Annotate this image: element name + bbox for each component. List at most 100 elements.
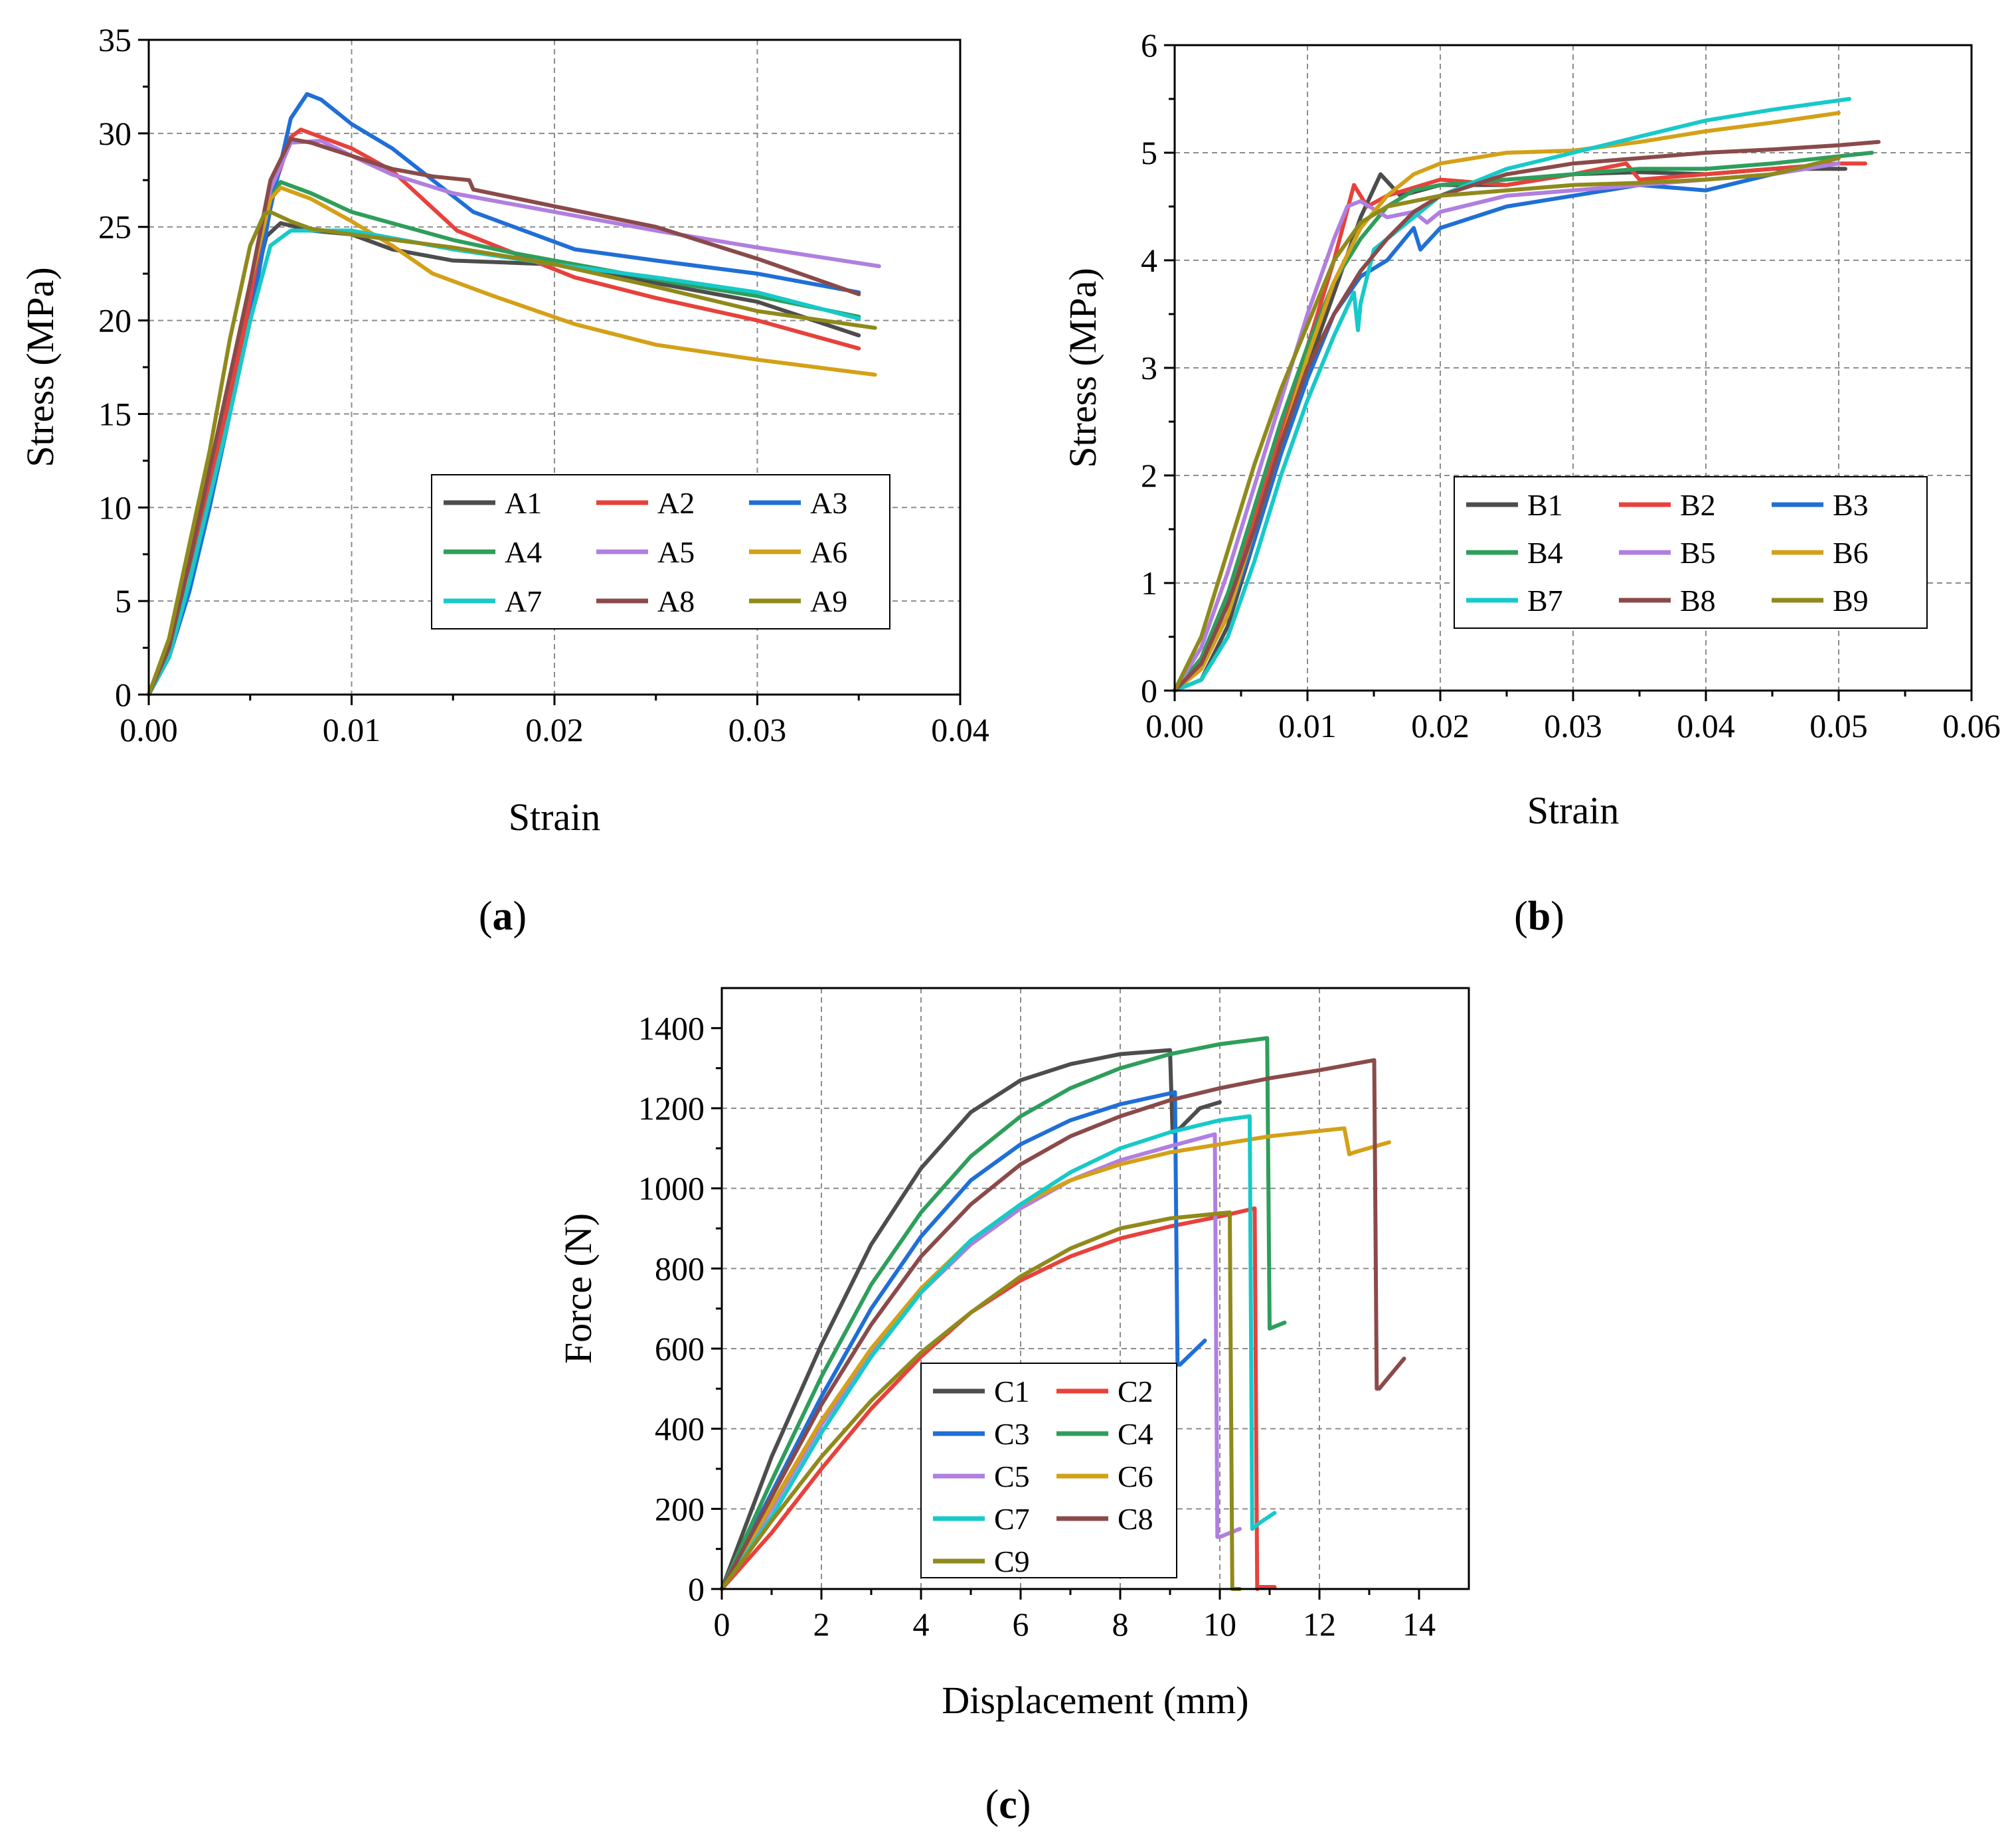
series-line-b7 bbox=[1173, 97, 1851, 693]
legend-label-c4: C4 bbox=[1118, 1417, 1153, 1451]
series-line-a8 bbox=[147, 137, 861, 697]
legend-label-a6: A6 bbox=[810, 535, 847, 569]
legend-label-a5: A5 bbox=[657, 535, 695, 569]
x-tick-label-b-1: 0.01 bbox=[1278, 707, 1337, 744]
legend-label-a7: A7 bbox=[505, 584, 542, 618]
y-tick-label-c-3: 600 bbox=[655, 1330, 705, 1367]
chart-panel-b: 0.00 0.01 0.02 0.03 0.04 0.05 0.06 0 1 2 3 4 5 6 Strai… bbox=[1061, 27, 2001, 939]
x-tick-label-c-5: 10 bbox=[1203, 1606, 1236, 1643]
series-line-c3 bbox=[720, 1090, 1207, 1591]
x-tick-label-c-6: 12 bbox=[1303, 1606, 1336, 1643]
x-tick-label-a-1: 0.01 bbox=[323, 711, 381, 748]
y-tick-label-a-2: 10 bbox=[98, 489, 131, 526]
y-tick-label-b-1: 1 bbox=[1141, 564, 1157, 602]
legend-label-c3: C3 bbox=[994, 1417, 1030, 1451]
y-tick-label-a-5: 25 bbox=[98, 209, 131, 246]
y-tick-label-b-0: 0 bbox=[1141, 672, 1157, 709]
legend-label-a4: A4 bbox=[505, 535, 542, 569]
y-tick-label-c-0: 0 bbox=[688, 1570, 705, 1608]
plot-frame-c bbox=[720, 987, 1470, 1590]
series-line-c8 bbox=[720, 1058, 1406, 1591]
legend-label-a2: A2 bbox=[657, 486, 695, 520]
legend-label-c8: C8 bbox=[1118, 1502, 1153, 1536]
x-axis-title-b: Strain bbox=[1527, 789, 1620, 832]
y-tick-label-b-6: 6 bbox=[1141, 27, 1157, 64]
x-tick-label-c-4: 8 bbox=[1112, 1606, 1129, 1643]
y-tick-label-b-5: 5 bbox=[1141, 134, 1157, 171]
legend-label-b2: B2 bbox=[1680, 488, 1716, 522]
x-tick-label-b-0: 0.00 bbox=[1145, 707, 1204, 744]
legend-box-a bbox=[431, 474, 890, 629]
y-tick-label-c-4: 800 bbox=[655, 1250, 705, 1287]
series-line-a7 bbox=[147, 228, 861, 697]
legend-label-b4: B4 bbox=[1527, 536, 1563, 570]
x-tick-label-b-2: 0.02 bbox=[1411, 707, 1470, 744]
x-axis-title-a: Strain bbox=[509, 795, 601, 839]
y-tick-label-a-4: 20 bbox=[98, 302, 131, 339]
legend-label-b7: B7 bbox=[1527, 584, 1563, 618]
series-line-a9 bbox=[147, 210, 877, 697]
legend-label-b8: B8 bbox=[1680, 584, 1716, 618]
series-line-b5 bbox=[1173, 161, 1841, 693]
legend-label-c1: C1 bbox=[994, 1375, 1030, 1408]
x-tick-label-b-6: 0.06 bbox=[1942, 707, 2001, 744]
series-line-c4 bbox=[720, 1036, 1287, 1591]
y-tick-label-c-2: 400 bbox=[655, 1410, 705, 1448]
x-tick-label-a-3: 0.03 bbox=[728, 711, 787, 748]
x-tick-label-c-2: 4 bbox=[913, 1606, 930, 1643]
y-tick-label-c-5: 1000 bbox=[638, 1170, 705, 1207]
x-tick-label-b-5: 0.05 bbox=[1809, 707, 1868, 744]
y-tick-label-b-4: 4 bbox=[1141, 242, 1157, 279]
series-line-c2 bbox=[720, 1206, 1277, 1591]
y-tick-label-b-3: 3 bbox=[1141, 349, 1157, 386]
x-tick-label-c-3: 6 bbox=[1013, 1606, 1029, 1643]
x-tick-label-a-4: 0.04 bbox=[931, 711, 989, 748]
legend-label-a8: A8 bbox=[657, 584, 695, 618]
series-line-a3 bbox=[147, 92, 861, 697]
y-axis-title-c: Force (N) bbox=[556, 1213, 600, 1364]
legend-label-a9: A9 bbox=[810, 584, 847, 618]
y-tick-label-a-7: 35 bbox=[98, 21, 131, 58]
legend-label-b9: B9 bbox=[1833, 584, 1869, 618]
panel-label-c: (c) bbox=[985, 1782, 1031, 1827]
legend-a: A1 A2 A3 A4 A5 A6 A7 A8 A9 bbox=[431, 474, 890, 629]
legend-label-a1: A1 bbox=[505, 486, 542, 520]
y-tick-label-c-6: 1200 bbox=[638, 1090, 705, 1127]
legend-label-b1: B1 bbox=[1527, 488, 1563, 522]
y-tick-label-b-2: 2 bbox=[1141, 457, 1157, 494]
y-tick-label-a-1: 5 bbox=[115, 582, 131, 620]
legend-label-c9: C9 bbox=[994, 1545, 1030, 1578]
legend-label-b6: B6 bbox=[1833, 536, 1869, 570]
legend-label-c2: C2 bbox=[1118, 1375, 1153, 1408]
y-tick-label-c-7: 1400 bbox=[638, 1009, 705, 1046]
x-axis-title-c: Displacement (mm) bbox=[942, 1679, 1248, 1722]
series-line-b8 bbox=[1173, 139, 1881, 693]
x-tick-label-c-0: 0 bbox=[714, 1606, 730, 1643]
legend-label-c7: C7 bbox=[994, 1502, 1030, 1536]
x-tick-label-b-3: 0.03 bbox=[1544, 707, 1602, 744]
x-tick-label-b-4: 0.04 bbox=[1677, 707, 1735, 744]
x-tick-label-a-2: 0.02 bbox=[525, 711, 584, 748]
y-tick-label-c-1: 200 bbox=[655, 1490, 705, 1527]
legend-label-b5: B5 bbox=[1680, 536, 1716, 570]
series-line-c7 bbox=[720, 1114, 1277, 1591]
y-tick-label-a-0: 0 bbox=[115, 676, 131, 713]
series-line-c9 bbox=[720, 1210, 1242, 1591]
legend-box-c bbox=[920, 1363, 1177, 1578]
panel-label-b: (b) bbox=[1514, 894, 1564, 939]
legend-label-b3: B3 bbox=[1833, 488, 1869, 522]
legend-c: C1 C2 C3 C4 C5 C6 C7 C8 C9 bbox=[920, 1363, 1177, 1578]
y-tick-label-a-6: 30 bbox=[98, 115, 131, 152]
series-line-c6 bbox=[720, 1126, 1391, 1591]
y-axis-title-a: Stress (MPa) bbox=[19, 267, 62, 467]
y-tick-label-a-3: 15 bbox=[98, 395, 131, 432]
legend-label-c6: C6 bbox=[1118, 1460, 1153, 1493]
x-tick-label-c-1: 2 bbox=[813, 1606, 830, 1643]
panel-label-a: (a) bbox=[479, 894, 527, 939]
legend-b: B1 B2 B3 B4 B5 B6 B7 B8 B9 bbox=[1454, 476, 1928, 629]
legend-label-a3: A3 bbox=[810, 486, 847, 520]
y-axis-title-b: Stress (MPa) bbox=[1061, 268, 1104, 467]
chart-panel-c: 0 2 4 6 8 10 12 14 0 200 400 600 800 1000 1200 1400 Disp… bbox=[556, 987, 1470, 1827]
legend-label-c5: C5 bbox=[994, 1460, 1030, 1493]
